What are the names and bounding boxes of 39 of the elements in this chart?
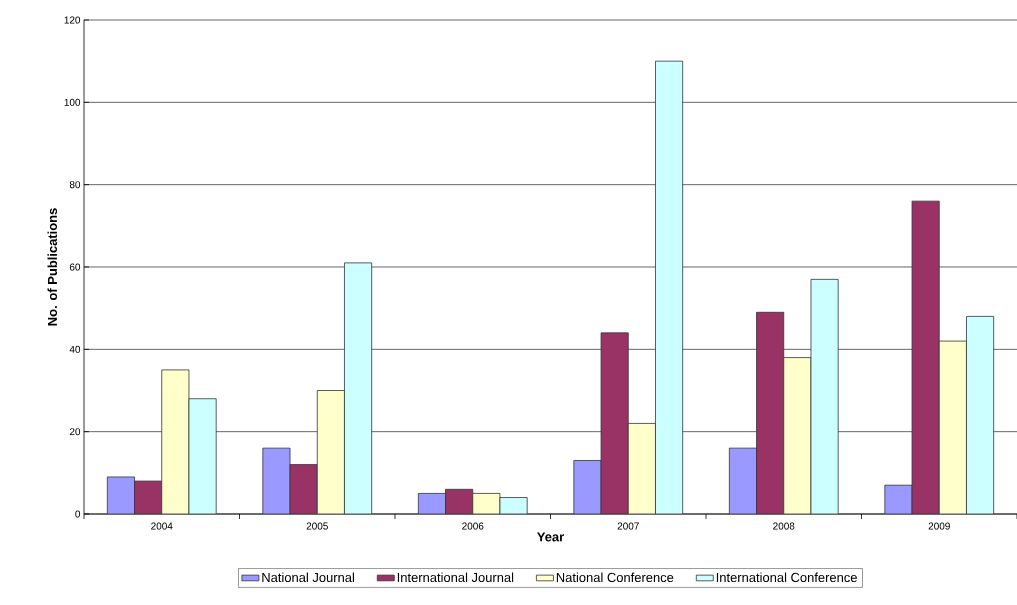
bar: [289, 464, 318, 514]
bar: [884, 484, 913, 514]
y-axis-title: No. of Publications: [47, 208, 58, 326]
y-tick-label: 20: [69, 428, 81, 436]
bar: [106, 476, 135, 514]
bar: [627, 423, 656, 514]
x-axis-title: Year: [537, 532, 564, 542]
bar: [783, 357, 812, 514]
x-tick-label: 2006: [462, 522, 484, 530]
bar: [161, 369, 190, 514]
x-tick-label: 2008: [773, 522, 795, 530]
bar: [966, 316, 995, 514]
bar: [316, 390, 345, 514]
legend-label: National Conference: [556, 572, 674, 583]
y-tick-label: 60: [69, 263, 81, 271]
bar: [600, 332, 629, 514]
y-tick-label: 80: [69, 181, 81, 189]
bar: [756, 311, 785, 514]
legend-label: International Journal: [397, 572, 514, 583]
x-tick-label: 2007: [617, 522, 639, 530]
bar: [134, 480, 163, 514]
y-tick-label: 40: [69, 345, 81, 353]
bar: [911, 200, 940, 514]
bar: [655, 60, 684, 514]
y-tick-label: 100: [64, 98, 81, 106]
x-tick-label: 2005: [306, 522, 328, 530]
bar: [262, 447, 291, 514]
legend-label: International Conference: [716, 572, 857, 583]
bar: [938, 340, 967, 514]
legend-label: National Journal: [262, 572, 354, 583]
bar: [810, 278, 839, 514]
x-tick-label: 2004: [151, 522, 173, 530]
bar: [344, 262, 373, 514]
bar: [188, 398, 217, 514]
y-tick-label: 0: [75, 510, 81, 518]
y-tick-label: 120: [64, 16, 81, 24]
x-tick-label: 2009: [928, 522, 950, 530]
bar: [573, 460, 602, 514]
bar: [728, 447, 757, 514]
